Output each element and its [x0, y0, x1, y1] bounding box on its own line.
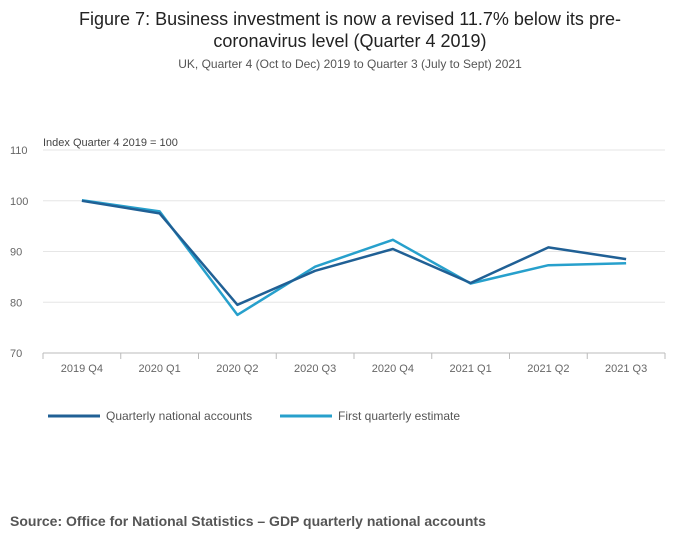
- y-tick-label: 100: [10, 196, 28, 208]
- x-tick-label: 2019 Q4: [61, 363, 103, 375]
- x-tick-label: 2021 Q1: [450, 363, 492, 375]
- x-tick-label: 2021 Q2: [527, 363, 569, 375]
- x-tick-label: 2020 Q2: [216, 363, 258, 375]
- series-lines: [81, 198, 627, 317]
- series-line-quarterly-national-accounts: [81, 199, 627, 307]
- gridlines: 70 80 90 100 110: [10, 145, 665, 360]
- legend: Quarterly national accounts First quarter…: [48, 409, 460, 423]
- y-axis-label: Index Quarter 4 2019 = 100: [43, 137, 178, 149]
- y-tick-label: 70: [10, 348, 22, 360]
- x-tick-label: 2021 Q3: [605, 363, 647, 375]
- y-tick-label: 80: [10, 297, 22, 309]
- y-tick-label: 90: [10, 247, 22, 259]
- legend-label: First quarterly estimate: [338, 409, 460, 423]
- chart-subtitle: UK, Quarter 4 (Oct to Dec) 2019 to Quart…: [178, 57, 522, 71]
- x-tick-label: 2020 Q3: [294, 363, 336, 375]
- x-axis: 2019 Q4 2020 Q1 2020 Q2 2020 Q3 2020 Q4 2021 …: [42, 353, 666, 375]
- chart-title: Figure 7: Business investment is now a r…: [79, 9, 621, 51]
- y-tick-label: 110: [10, 145, 28, 157]
- x-tick-label: 2020 Q4: [372, 363, 414, 375]
- x-tick-label: 2020 Q1: [139, 363, 181, 375]
- source-note: Source: Office for National Statistics –…: [10, 513, 486, 529]
- legend-label: Quarterly national accounts: [106, 409, 252, 423]
